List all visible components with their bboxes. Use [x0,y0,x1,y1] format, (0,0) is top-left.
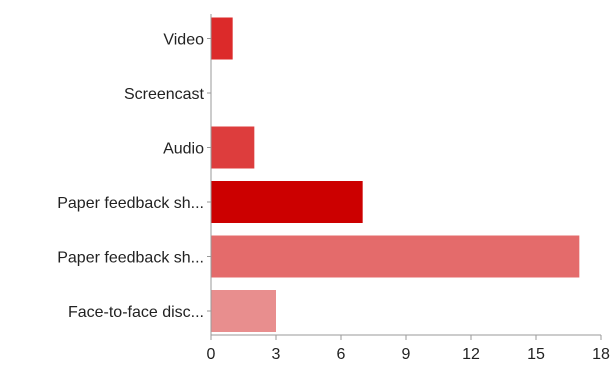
bar-5 [211,290,276,332]
x-tick-label-5: 15 [527,346,545,363]
category-label-2: Audio [163,141,204,158]
x-tick-label-4: 12 [462,346,480,363]
x-tick-label-0: 0 [207,346,216,363]
category-labels: Video Screencast Audio Paper feedback sh...… [57,32,204,322]
bar-4 [211,235,580,278]
x-tick-label-3: 9 [402,346,411,363]
x-tick-label-1: 3 [272,346,281,363]
category-label-5: Face-to-face disc... [68,304,204,321]
category-label-0: Video [163,32,204,49]
x-tick-label-6: 18 [592,346,610,363]
category-tick-marks [207,38,211,312]
bars-group [211,17,580,332]
category-label-3: Paper feedback sh... [57,195,204,212]
category-label-1: Screencast [124,86,205,103]
bar-3 [211,181,363,223]
x-tick-label-2: 6 [337,346,346,363]
bar-2 [211,126,255,169]
x-axis-ticks: 0 3 6 9 12 15 18 [207,335,610,363]
category-label-4: Paper feedback sh... [57,250,204,267]
bar-0 [211,17,233,60]
